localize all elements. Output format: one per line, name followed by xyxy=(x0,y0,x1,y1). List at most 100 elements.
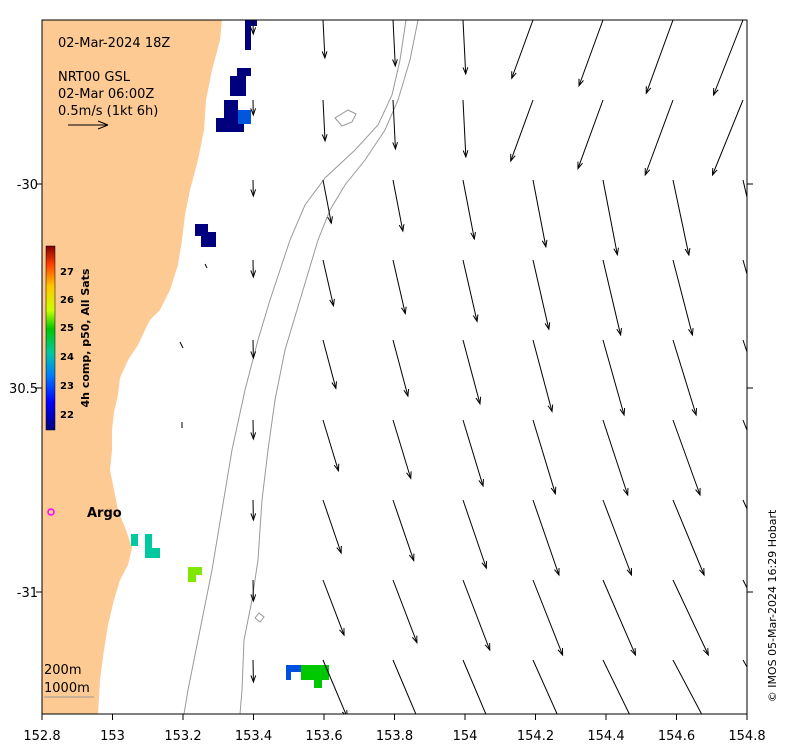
current-vector xyxy=(602,659,630,714)
x-tick-label: 153 xyxy=(100,729,125,744)
current-vector xyxy=(532,259,550,330)
current-vector xyxy=(672,339,697,416)
current-vector xyxy=(392,339,409,397)
x-tick-label: 152.8 xyxy=(23,729,60,744)
current-vector xyxy=(742,659,747,669)
current-vector xyxy=(532,659,558,714)
current-vector-head xyxy=(550,486,557,496)
current-vector-head xyxy=(511,71,517,80)
current-vector-head xyxy=(250,513,257,522)
y-tick-label: 30.5 xyxy=(9,382,38,397)
current-vector xyxy=(322,339,337,389)
current-vector-head xyxy=(688,327,694,337)
x-tick-label: 154.2 xyxy=(517,729,554,744)
current-vector-head xyxy=(403,389,410,398)
current-vector-head xyxy=(703,647,709,657)
x-tick-label: 154.8 xyxy=(728,729,765,744)
colorbar-tick: 26 xyxy=(60,295,74,306)
current-vector xyxy=(672,659,703,714)
current-vector-head xyxy=(489,725,494,732)
current-vector-head xyxy=(250,432,257,441)
current-vector xyxy=(672,259,693,336)
current-vector xyxy=(672,579,709,656)
current-vector xyxy=(322,259,334,306)
current-vector-head xyxy=(613,247,619,257)
current-vector-head xyxy=(684,247,691,257)
current-vector xyxy=(392,419,412,479)
current-vector xyxy=(742,179,747,200)
current-vector xyxy=(602,499,632,576)
current-vector xyxy=(392,499,415,561)
current-vector xyxy=(532,579,564,656)
current-vector-head xyxy=(339,628,345,637)
current-vector-head xyxy=(408,553,415,562)
current-vector-head xyxy=(398,224,405,233)
current-vector-head xyxy=(250,27,257,36)
current-vector-head xyxy=(321,134,328,143)
credit-text: © IMOS 05-Mar-2024 16:29 Hobart xyxy=(766,509,779,702)
current-vector-head xyxy=(333,463,340,473)
current-vector-head xyxy=(250,675,257,684)
current-vector-head xyxy=(616,327,622,337)
current-vector xyxy=(392,579,418,643)
current-vector-head xyxy=(392,142,398,151)
current-vector xyxy=(602,179,618,255)
current-vector xyxy=(392,20,396,66)
current-vector-head xyxy=(478,479,484,488)
current-vector-head xyxy=(695,487,701,497)
isobath-legend-1000: 1000m xyxy=(44,681,90,696)
argo-label: Argo xyxy=(87,506,122,521)
current-vector-head xyxy=(699,567,705,577)
colorbar-tick: 25 xyxy=(60,323,74,334)
current-vector xyxy=(462,339,481,404)
colorbar-tick: 23 xyxy=(60,381,74,392)
current-vector xyxy=(462,20,467,74)
current-vector-head xyxy=(321,51,328,60)
current-vector-head xyxy=(250,189,257,198)
current-vector xyxy=(713,20,744,96)
colorbar-tick: 24 xyxy=(60,352,74,363)
current-vector-head xyxy=(472,314,479,323)
current-vector xyxy=(322,179,332,224)
current-vector xyxy=(322,99,326,141)
current-vector-head xyxy=(541,239,548,249)
current-vector-head xyxy=(250,270,257,279)
x-tick-label: 154 xyxy=(453,729,478,744)
current-vector xyxy=(462,659,487,714)
current-vector xyxy=(672,419,701,496)
current-vector-head xyxy=(622,487,629,497)
current-vector xyxy=(602,579,636,656)
current-vector-head xyxy=(462,67,469,76)
colorbar-title: 4h comp, p50, All Sats xyxy=(79,268,92,407)
current-vector xyxy=(392,179,404,232)
current-vector-head xyxy=(626,567,633,577)
current-vector-head xyxy=(329,298,335,308)
map-title: 02-Mar-2024 18Z xyxy=(58,36,170,51)
current-vector xyxy=(462,419,484,487)
x-tick-label: 153.6 xyxy=(305,729,342,744)
x-tick-label: 153.2 xyxy=(164,729,201,744)
current-vector xyxy=(532,499,560,576)
current-vector-head xyxy=(462,150,469,159)
current-vector-head xyxy=(691,407,697,417)
current-vector xyxy=(462,179,475,240)
current-vector-head xyxy=(392,59,398,68)
coastal-dots xyxy=(179,263,208,428)
current-vector-head xyxy=(470,231,476,241)
x-tick-label: 153.4 xyxy=(235,729,272,744)
current-vector xyxy=(322,659,347,714)
current-vector xyxy=(672,179,690,256)
current-vector xyxy=(532,339,553,412)
current-vector-head xyxy=(544,322,551,331)
colorbar-tick: 22 xyxy=(60,410,74,421)
current-vector-head xyxy=(619,407,626,417)
current-vector xyxy=(602,259,622,336)
current-vector-head xyxy=(554,567,560,577)
current-vector xyxy=(511,20,534,79)
current-vector xyxy=(462,99,467,157)
y-axis: -30 30.5 -31 xyxy=(9,178,753,601)
current-vector-head xyxy=(764,408,769,415)
colorbar-tick: 27 xyxy=(60,267,74,278)
current-vector-head xyxy=(630,647,637,657)
current-vector xyxy=(644,99,674,176)
